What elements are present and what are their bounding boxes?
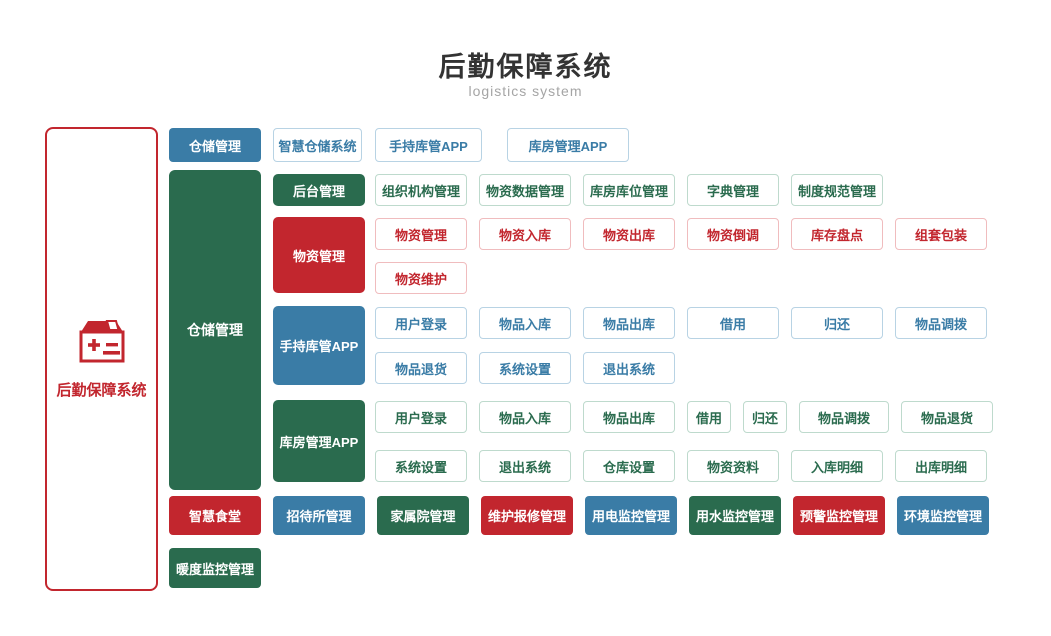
warehouse-app-items-row-1: 用户登录 物品入库 物品出库 借用 归还 物品调拨 物品退货 [375, 401, 993, 433]
warehouse-app-items-row-2: 系统设置 退出系统 仓库设置 物资资料 入库明细 出库明细 [375, 450, 987, 482]
item-return-goods-node: 物品退货 [901, 401, 993, 433]
root-node: 后勤保障系统 [45, 127, 158, 591]
supply-box-icon [76, 318, 128, 369]
material-inbound-node: 物资入库 [479, 218, 571, 250]
material-maintenance-node: 物资维护 [375, 262, 467, 294]
warehouse-settings-node: 仓库设置 [583, 450, 675, 482]
smart-warehouse-system-node: 智慧仓储系统 [273, 128, 362, 162]
item-return-goods-node: 物品退货 [375, 352, 467, 384]
temperature-monitor-node: 暖度监控管理 [169, 548, 261, 588]
maintenance-repair-node: 维护报修管理 [481, 496, 573, 535]
warehouse-app-node: 库房管理APP [507, 128, 629, 162]
warehouse-management-tab: 仓储管理 [169, 128, 261, 162]
materials-items-row-1: 物资管理 物资入库 物资出库 物资倒调 库存盘点 组套包装 [375, 218, 987, 250]
kit-packaging-node: 组套包装 [895, 218, 987, 250]
exit-system-node: 退出系统 [479, 450, 571, 482]
item-outbound-node: 物品出库 [583, 401, 675, 433]
org-structure-node: 组织机构管理 [375, 174, 467, 206]
item-inbound-node: 物品入库 [479, 307, 571, 339]
material-info-node: 物资资料 [687, 450, 779, 482]
family-housing-mgmt-node: 家属院管理 [377, 496, 469, 535]
system-settings-node: 系统设置 [375, 450, 467, 482]
item-allocation-node: 物品调拨 [895, 307, 987, 339]
environment-monitor-node: 环境监控管理 [897, 496, 989, 535]
borrow-node: 借用 [687, 401, 731, 433]
outbound-detail-node: 出库明细 [895, 450, 987, 482]
bottom-modules-row: 智慧食堂 招待所管理 家属院管理 维护报修管理 用电监控管理 用水监控管理 预警… [169, 496, 989, 535]
electricity-monitor-node: 用电监控管理 [585, 496, 677, 535]
root-node-label: 后勤保障系统 [56, 382, 147, 399]
handheld-inventory-app-node: 手持库管APP [375, 128, 482, 162]
handheld-app-header: 手持库管APP [273, 306, 365, 385]
warehouse-management-group: 仓储管理 [169, 170, 261, 490]
material-outbound-node: 物资出库 [583, 218, 675, 250]
return-node: 归还 [743, 401, 787, 433]
user-login-node: 用户登录 [375, 307, 467, 339]
warehouse-location-node: 库房库位管理 [583, 174, 675, 206]
handheld-items-row-2: 物品退货 系统设置 退出系统 [375, 352, 675, 384]
page-title: 后勤保障系统 [438, 52, 613, 82]
smart-canteen-node: 智慧食堂 [169, 496, 261, 535]
guesthouse-mgmt-node: 招待所管理 [273, 496, 365, 535]
material-mgmt-node: 物资管理 [375, 218, 467, 250]
system-settings-node: 系统设置 [479, 352, 571, 384]
user-login-node: 用户登录 [375, 401, 467, 433]
handheld-items-row-1: 用户登录 物品入库 物品出库 借用 归还 物品调拨 [375, 307, 987, 339]
regulations-node: 制度规范管理 [791, 174, 883, 206]
page-subtitle: logistics system [468, 83, 583, 99]
borrow-node: 借用 [687, 307, 779, 339]
inventory-check-node: 库存盘点 [791, 218, 883, 250]
material-transfer-node: 物资倒调 [687, 218, 779, 250]
material-data-node: 物资数据管理 [479, 174, 571, 206]
return-node: 归还 [791, 307, 883, 339]
item-allocation-node: 物品调拨 [799, 401, 889, 433]
backend-items-row: 组织机构管理 物资数据管理 库房库位管理 字典管理 制度规范管理 [375, 174, 883, 206]
alert-monitor-node: 预警监控管理 [793, 496, 885, 535]
materials-items-row-2: 物资维护 [375, 262, 467, 294]
inbound-detail-node: 入库明细 [791, 450, 883, 482]
materials-management-header: 物资管理 [273, 217, 365, 293]
dictionary-node: 字典管理 [687, 174, 779, 206]
item-inbound-node: 物品入库 [479, 401, 571, 433]
exit-system-node: 退出系统 [583, 352, 675, 384]
warehouse-app-header: 库房管理APP [273, 400, 365, 482]
item-outbound-node: 物品出库 [583, 307, 675, 339]
backend-management-header: 后台管理 [273, 174, 365, 206]
water-monitor-node: 用水监控管理 [689, 496, 781, 535]
